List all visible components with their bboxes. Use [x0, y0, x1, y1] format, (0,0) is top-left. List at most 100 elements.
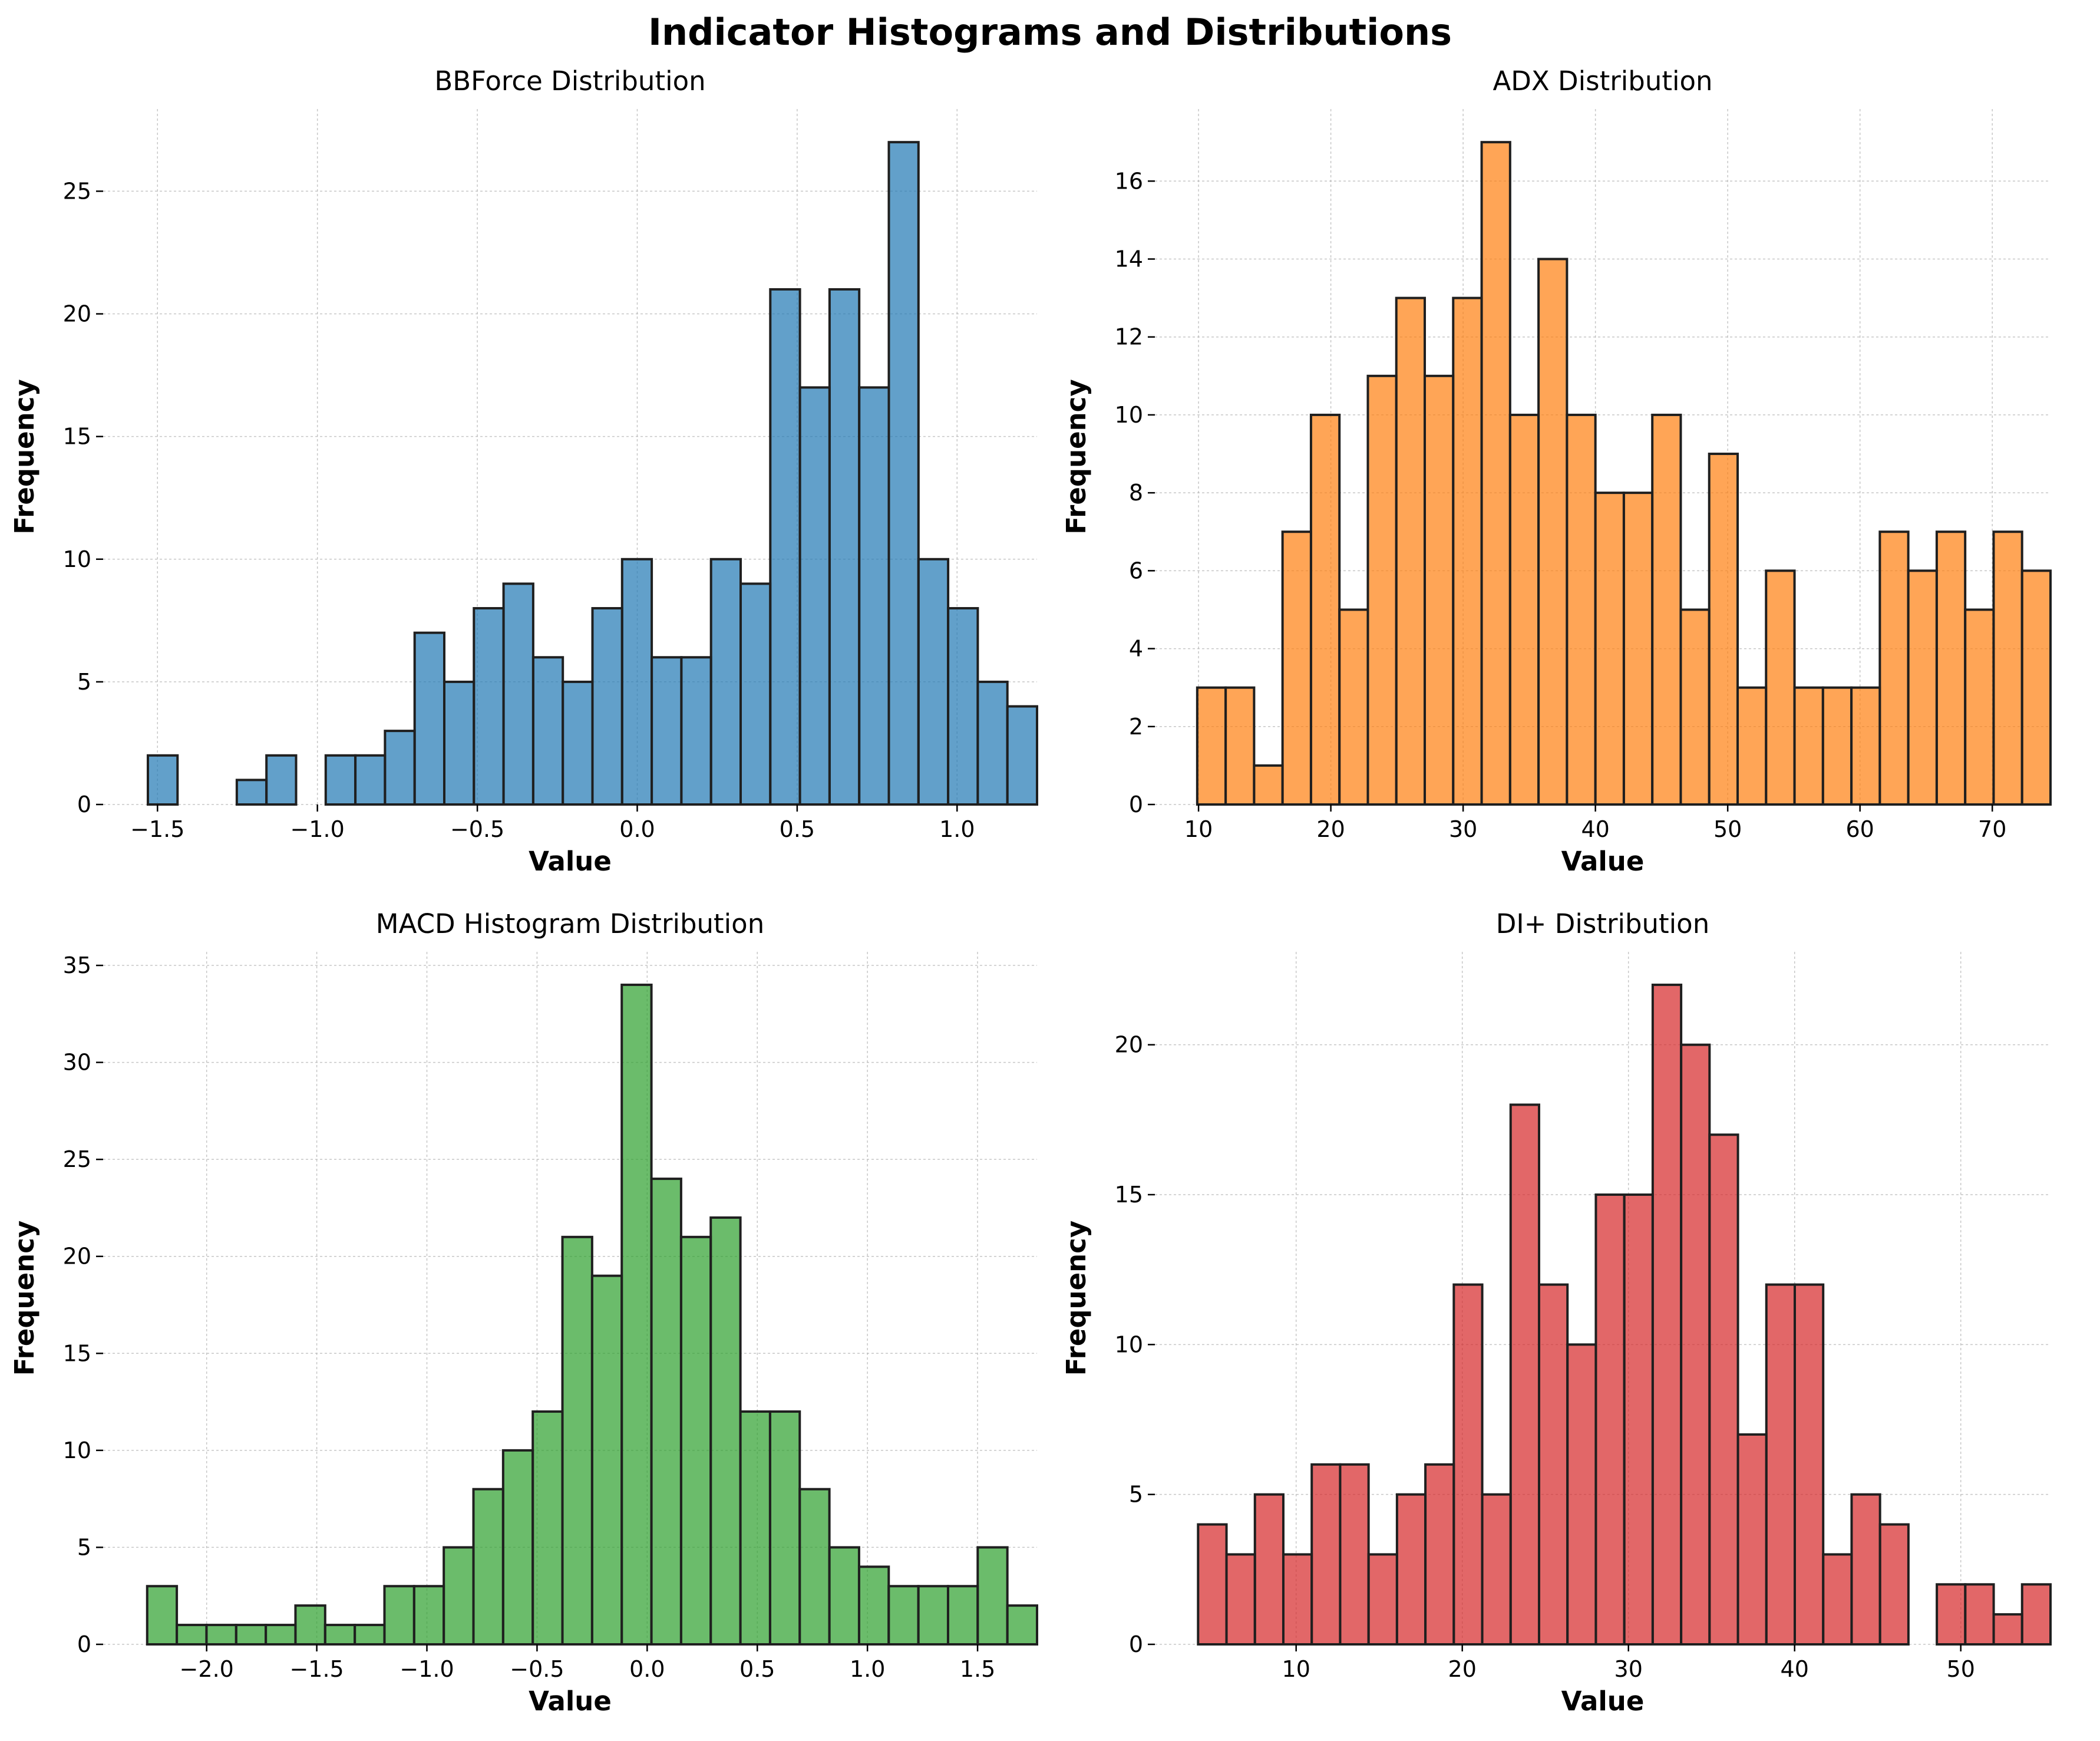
adx-bar-20 — [1765, 569, 1796, 806]
bbforce-bar-19 — [709, 558, 742, 806]
adx-bar-3 — [1281, 530, 1312, 806]
adx-xtick-label-6: 70 — [1978, 816, 2006, 842]
bbforce-ytick-label-1: 5 — [77, 669, 91, 695]
adx-ytick-label-6: 12 — [1115, 324, 1143, 350]
bbforce-bar-22 — [798, 386, 831, 806]
bbforce-ytick-label-4: 20 — [63, 301, 91, 327]
bbforce-bar-20 — [739, 582, 772, 806]
bbforce-xtick-label-5: 1.0 — [939, 816, 975, 842]
macd-bar-16 — [620, 983, 653, 1646]
bbforce-bar-25 — [887, 141, 920, 806]
macd-bar-20 — [739, 1410, 771, 1646]
adx-bar-19 — [1736, 686, 1768, 806]
bbforce-xtick-label-3: 0.0 — [619, 816, 655, 842]
adx-xlabel: Value — [1561, 846, 1645, 877]
bbforce-bar-4 — [265, 754, 298, 806]
adx-bar-18 — [1708, 453, 1739, 806]
di-plus-xtick-label-0: 10 — [1282, 1656, 1310, 1682]
macd-bar-4 — [265, 1624, 297, 1646]
di-plus-bar-15 — [1623, 1193, 1654, 1646]
macd-ytick-label-6: 30 — [63, 1050, 91, 1076]
adx-bar-9 — [1452, 296, 1483, 806]
adx-ytick-label-1: 2 — [1129, 714, 1143, 740]
di-plus-bar-6 — [1367, 1553, 1398, 1646]
bbforce-ylabel: Frequency — [9, 379, 40, 534]
bbforce-bar-11 — [473, 607, 505, 806]
bbforce-xtick-label-0: −1.5 — [130, 816, 184, 842]
di-plus-ytick-label-4: 20 — [1115, 1032, 1143, 1058]
adx-bar-26 — [1935, 530, 1967, 806]
adx-bar-13 — [1566, 413, 1597, 806]
bbforce-bar-16 — [620, 558, 653, 806]
macd-bar-23 — [828, 1546, 860, 1646]
adx-bar-24 — [1878, 530, 1910, 806]
di-plus-bar-16 — [1651, 983, 1683, 1646]
bbforce-bar-27 — [947, 607, 979, 806]
macd-xtick-label-3: −0.5 — [510, 1656, 564, 1682]
di-plus-bar-0 — [1197, 1523, 1228, 1646]
macd-bar-15 — [590, 1274, 623, 1646]
macd-bar-22 — [798, 1488, 831, 1646]
bbforce-ytick-label-2: 10 — [63, 546, 91, 572]
macd-bar-26 — [917, 1585, 949, 1646]
bbforce-ytick-label-3: 15 — [63, 424, 91, 450]
bbforce-ytick-label-5: 25 — [63, 178, 91, 204]
adx-bar-1 — [1224, 686, 1256, 806]
di-plus-bar-26 — [1936, 1583, 1967, 1646]
bbforce-bar-29 — [1006, 705, 1039, 806]
macd-bar-7 — [354, 1624, 386, 1646]
bbforce-bar-18 — [680, 656, 712, 806]
adx-ytick-label-4: 8 — [1129, 480, 1143, 506]
di-plus-bar-5 — [1339, 1463, 1370, 1646]
macd-ytick-label-0: 0 — [77, 1631, 91, 1657]
adx-xtick-label-1: 20 — [1316, 816, 1345, 842]
adx-bar-21 — [1793, 686, 1824, 806]
di-plus-bar-21 — [1793, 1283, 1825, 1646]
macd-xtick-label-2: −1.0 — [399, 1656, 454, 1682]
macd-xtick-label-4: 0.0 — [629, 1656, 665, 1682]
bbforce-bar-3 — [235, 779, 268, 806]
macd-bar-10 — [443, 1546, 475, 1646]
bbforce-bar-13 — [531, 656, 564, 806]
adx-bar-5 — [1338, 608, 1369, 806]
macd-ytick-label-3: 15 — [63, 1340, 91, 1366]
adx-bar-7 — [1395, 296, 1427, 806]
figure-title: Indicator Histograms and Distributions — [648, 11, 1452, 54]
macd-bar-8 — [383, 1585, 415, 1646]
di-plus-bar-4 — [1310, 1463, 1342, 1646]
di-plus-bar-28 — [1992, 1613, 2023, 1646]
di-plus-bar-14 — [1594, 1193, 1626, 1646]
bbforce-xlabel: Value — [529, 846, 612, 877]
adx-bar-0 — [1196, 686, 1227, 806]
bbforce-ytick-label-0: 0 — [77, 792, 91, 817]
panel-bbforce: −1.5 −1.0 −0.5 0.0 0.5 1.0 0 5 10 15 20 25 BBForce D… — [9, 65, 1039, 877]
adx-bar-28 — [1992, 530, 2023, 806]
adx-xtick-label-4: 50 — [1713, 816, 1742, 842]
di-plus-ytick-label-2: 10 — [1115, 1331, 1143, 1357]
macd-bar-5 — [294, 1604, 326, 1646]
macd-xtick-label-7: 1.5 — [960, 1656, 995, 1682]
adx-bar-2 — [1253, 764, 1284, 806]
adx-bar-16 — [1651, 413, 1682, 806]
macd-ylabel: Frequency — [9, 1221, 40, 1376]
adx-ytick-label-0: 0 — [1129, 792, 1143, 817]
adx-bar-14 — [1594, 492, 1625, 806]
adx-xtick-label-3: 40 — [1581, 816, 1609, 842]
macd-ytick-label-2: 10 — [63, 1437, 91, 1463]
macd-bar-19 — [709, 1216, 742, 1646]
macd-bar-1 — [176, 1624, 208, 1646]
adx-ytick-label-3: 6 — [1129, 558, 1143, 583]
di-plus-bar-10 — [1481, 1493, 1512, 1646]
bbforce-bar-6 — [324, 754, 357, 806]
macd-bar-3 — [235, 1624, 268, 1646]
di-plus-xtick-label-4: 50 — [1947, 1656, 1975, 1682]
adx-ytick-label-7: 14 — [1115, 246, 1143, 272]
di-plus-bar-8 — [1424, 1463, 1455, 1646]
macd-bar-29 — [1006, 1604, 1039, 1646]
macd-ytick-label-4: 20 — [63, 1244, 91, 1270]
macd-ytick-label-1: 5 — [77, 1534, 91, 1560]
macd-bar-11 — [472, 1488, 504, 1646]
di-plus-bar-12 — [1537, 1283, 1569, 1646]
macd-bar-25 — [887, 1585, 920, 1646]
di-plus-bar-1 — [1225, 1553, 1256, 1646]
